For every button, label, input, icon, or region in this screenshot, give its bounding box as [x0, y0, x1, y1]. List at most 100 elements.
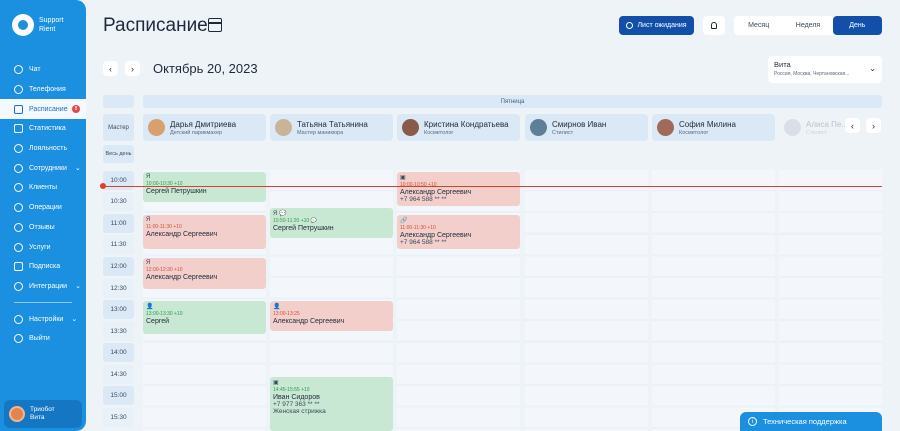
prev-date-button[interactable]: ‹ [103, 61, 118, 76]
master-card[interactable]: Алиса Пе... Стилист [779, 114, 849, 141]
sidebar-item-integrations[interactable]: Интеграции ⌄ [0, 277, 86, 297]
appointment-time: 11:00-11:30 +10 [146, 224, 182, 230]
waitlist-button[interactable]: Лист ожидания [619, 16, 694, 35]
schedule-column[interactable] [779, 170, 882, 431]
masters-prev-button[interactable]: ‹ [845, 118, 860, 133]
master-card[interactable]: Татьяна Татьянина Мастер маникюра [270, 114, 393, 141]
card-icon: ▣ [400, 175, 406, 181]
clients-icon [14, 183, 23, 193]
day-header: Пятница [143, 95, 882, 108]
appointment-client: Александр Сергеевич [273, 318, 345, 325]
appointment-card[interactable]: ▣ 14:45-15:55 +10 Иван Сидоров +7 977 36… [270, 377, 393, 431]
appointment-client: Сергей Петрушкин [273, 225, 334, 232]
time-column-header [103, 95, 134, 108]
master-role: Стилист [552, 129, 574, 136]
chevron-left-icon: ‹ [109, 63, 112, 74]
sidebar-item-operations[interactable]: Операции [0, 198, 86, 218]
appointment-client: Александр Сергеевич [146, 231, 218, 238]
appointment-card[interactable]: ▣ 10:00-10:50 +10 Александр Сергеевич +7… [397, 172, 520, 206]
master-role: Косметолог [679, 129, 709, 136]
person-icon: 👤 [273, 304, 281, 310]
schedule-column[interactable] [652, 170, 775, 431]
appointment-card[interactable]: 👤 13:00-13:30 +10 Сергей [143, 301, 266, 334]
appointment-card[interactable]: Я 10:00-10:30 +10 Сергей Петрушкин [143, 172, 266, 202]
integrations-icon [14, 281, 23, 291]
sidebar-item-loyalty[interactable]: Лояльность [0, 139, 86, 159]
page-title: Расписание [103, 15, 208, 36]
appointment-card[interactable]: Я 12:00-12:30 +10 Александр Сергеевич [143, 258, 266, 289]
chevron-down-icon: ⌄ [74, 165, 81, 173]
brand[interactable]: Support Rient [12, 14, 64, 36]
view-day-button[interactable]: День [832, 16, 882, 35]
view-week-button[interactable]: Неделя [795, 22, 821, 29]
appointment-client: Александр Сергеевич [146, 274, 218, 281]
schedule-column[interactable] [397, 170, 520, 431]
sidebar-item-settings[interactable]: Настройки ⌄ [0, 309, 86, 329]
sidebar-item-schedule[interactable]: Расписание 8 [0, 99, 86, 120]
time-slot-label: 11:00 [103, 214, 134, 233]
bell-icon [711, 22, 717, 29]
appointment-card[interactable]: 👤 13:00-13:25 Александр Сергеевич [270, 301, 393, 331]
master-name: Алиса Пе... [806, 119, 849, 129]
view-month-button[interactable]: Месяц [748, 22, 770, 29]
appointment-card[interactable]: Я 💬 10:50-11:20 +10 💬 Сергей Петрушкин [270, 208, 393, 238]
master-card[interactable]: Кристина Кондратьева Косметолог [397, 114, 520, 141]
users-icon [14, 163, 23, 173]
appointment-card[interactable]: 🔗 11:00-11:30 +10 Александр Сергеевич +7… [397, 215, 520, 249]
card-icon: ▣ [273, 380, 279, 386]
masters-next-button[interactable]: › [866, 118, 881, 133]
avatar [657, 119, 674, 136]
master-name: Дарья Дмитриева [170, 119, 237, 129]
time-slot-label: 10:30 [103, 192, 134, 211]
sidebar: Support Rient Чат Телефония Расписание 8 … [0, 0, 86, 431]
phone-icon [14, 85, 23, 95]
master-card[interactable]: Смирнов Иван Стилист [525, 114, 648, 141]
sidebar-item-chat[interactable]: Чат [0, 60, 86, 80]
chevron-down-icon: ⌄ [869, 64, 876, 73]
brand-line2: Rient [39, 26, 56, 33]
link-icon: 🔗 [400, 218, 408, 224]
appointment-time: 14:45-15:55 +10 [273, 387, 310, 393]
time-slot-label: 12:00 [103, 257, 134, 276]
branch-select[interactable]: Вита Россия, Москва, Чертановская... ⌄ [768, 56, 882, 83]
appointment-time: 10:50-11:20 +10 💬 [273, 218, 317, 224]
schedule-column[interactable] [143, 170, 266, 431]
schedule-column[interactable] [525, 170, 648, 431]
sidebar-item-services[interactable]: Услуги [0, 237, 86, 257]
appointment-time: 11:00-11:30 +10 [400, 225, 436, 231]
subscription-icon [14, 262, 23, 272]
sidebar-item-reviews[interactable]: Отзывы [0, 218, 86, 238]
appointment-client: Сергей [146, 318, 170, 325]
master-role: Мастер маникюра [297, 129, 344, 136]
avatar [9, 406, 25, 422]
yandex-icon: Я [146, 260, 151, 266]
appointment-time: 13:00-13:25 [273, 311, 300, 317]
appointment-card[interactable]: Я 11:00-11:30 +10 Александр Сергеевич [143, 215, 266, 249]
avatar [784, 119, 801, 136]
sidebar-item-employees[interactable]: Сотрудники ⌄ [0, 158, 86, 178]
time-slot-label: 15:30 [103, 408, 134, 427]
master-role: Стилист [806, 129, 828, 136]
sidebar-item-clients[interactable]: Клиенты [0, 178, 86, 198]
person-icon: 👤 [146, 304, 154, 310]
time-slot-label: 14:30 [103, 365, 134, 384]
master-role: Детский парикмахер [170, 129, 223, 136]
user-profile[interactable]: Триобот Вита [4, 400, 82, 428]
avatar [530, 119, 547, 136]
current-time-line [103, 185, 882, 187]
chat-icon [14, 65, 23, 75]
master-card[interactable]: Дарья Дмитриева Детский парикмахер [143, 114, 266, 141]
support-button[interactable]: i Техническая поддержка [740, 412, 882, 431]
logout-icon [14, 334, 23, 344]
sidebar-item-telephony[interactable]: Телефония [0, 80, 86, 100]
reviews-icon [14, 222, 23, 232]
master-card[interactable]: София Милина Косметолог [652, 114, 775, 141]
appointment-time: 13:00-13:30 +10 [146, 311, 183, 317]
sidebar-item-logout[interactable]: Выйти [0, 329, 86, 349]
sidebar-item-subscription[interactable]: Подписка [0, 257, 86, 277]
calendar-icon[interactable] [208, 18, 222, 32]
next-date-button[interactable]: › [125, 61, 140, 76]
sidebar-item-statistics[interactable]: Статистика [0, 119, 86, 139]
notifications-button[interactable] [703, 16, 725, 35]
master-label: Мастер [103, 114, 134, 141]
